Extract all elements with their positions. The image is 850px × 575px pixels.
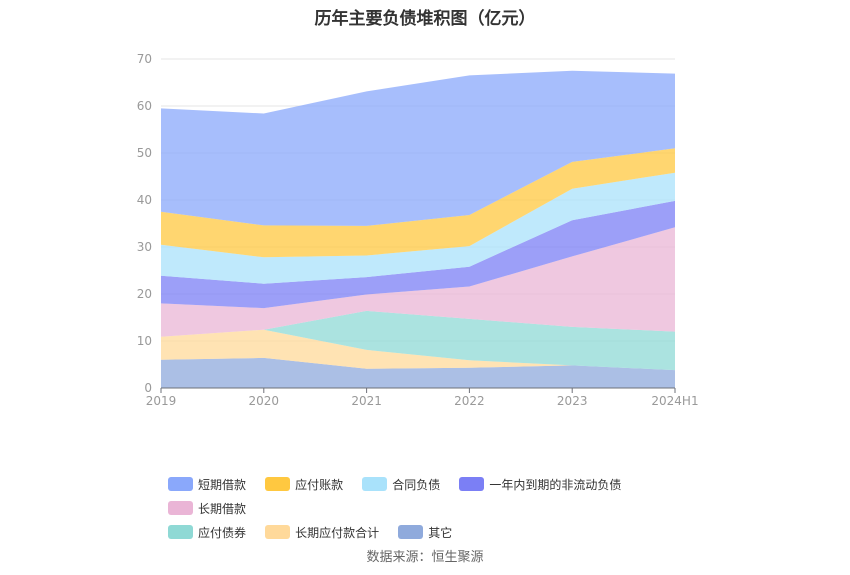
legend-swatch bbox=[265, 525, 291, 539]
area-series bbox=[161, 200, 675, 309]
data-source-note: 数据来源：恒生聚源 bbox=[366, 550, 484, 565]
legend-label: 应付账款 bbox=[295, 477, 344, 492]
area-series-group bbox=[161, 70, 675, 388]
legend-label: 应付债券 bbox=[198, 525, 247, 540]
legend-label: 短期借款 bbox=[198, 477, 247, 492]
legend-swatch bbox=[168, 501, 193, 515]
legend-item[interactable]: 应付债券 bbox=[168, 520, 246, 544]
axes: 0 10 20 30 40 50 60 70 2019 2020 2021 2022 2023 2024H… bbox=[137, 52, 699, 408]
area-series bbox=[161, 310, 675, 371]
legend-label: 其它 bbox=[428, 525, 453, 540]
legend-label: 长期应付款合计 bbox=[295, 525, 380, 540]
legend-label: 合同负债 bbox=[392, 477, 441, 492]
legend-item[interactable]: 一年内到期的非流动负债 bbox=[459, 472, 621, 496]
legend-label: 一年内到期的非流动负债 bbox=[489, 477, 622, 492]
y-tick-label: 0 bbox=[144, 381, 152, 395]
y-tick-label: 30 bbox=[137, 240, 152, 254]
legend-swatch bbox=[168, 477, 193, 491]
y-tick-label: 20 bbox=[137, 287, 152, 301]
y-tick-label: 60 bbox=[137, 99, 152, 113]
legend-label: 长期借款 bbox=[198, 501, 247, 516]
legend-item[interactable]: 长期应付款合计 bbox=[265, 520, 379, 544]
legend-swatch bbox=[168, 525, 193, 539]
legend-swatch bbox=[265, 477, 291, 491]
legend-item[interactable]: 应付账款 bbox=[265, 472, 343, 496]
legend: 短期借款 应付账款 合同负债 一年内到期的非流动负债 长期借款 应付债券 长期应… bbox=[168, 472, 728, 544]
legend-swatch bbox=[459, 477, 485, 491]
chart-title: 历年主要负债堆积图（亿元） bbox=[314, 9, 536, 29]
legend-item[interactable]: 其它 bbox=[398, 520, 452, 544]
x-tick-label: 2019 bbox=[146, 394, 177, 408]
legend-item[interactable]: 长期借款 bbox=[168, 496, 246, 520]
y-tick-label: 70 bbox=[137, 52, 152, 66]
x-tick-label: 2023 bbox=[557, 394, 588, 408]
x-tick-label: 2022 bbox=[454, 394, 485, 408]
area-series bbox=[161, 70, 675, 226]
y-tick-label: 40 bbox=[137, 193, 152, 207]
x-tick-label: 2024H1 bbox=[651, 394, 698, 408]
legend-swatch bbox=[362, 477, 388, 491]
area-series bbox=[161, 329, 675, 371]
y-tick-label: 10 bbox=[137, 334, 152, 348]
y-tick-label: 50 bbox=[137, 146, 152, 160]
legend-swatch bbox=[398, 525, 424, 539]
x-tick-label: 2020 bbox=[249, 394, 280, 408]
legend-item[interactable]: 短期借款 bbox=[168, 472, 246, 496]
stacked-area-chart: 0 10 20 30 40 50 60 70 2019 2020 2021 2022 2023 2024H… bbox=[137, 52, 699, 408]
area-series bbox=[161, 148, 675, 258]
area-series bbox=[161, 172, 675, 284]
area-series bbox=[161, 357, 675, 388]
x-tick-label: 2021 bbox=[351, 394, 382, 408]
area-series bbox=[161, 227, 675, 337]
legend-item[interactable]: 合同负债 bbox=[362, 472, 440, 496]
